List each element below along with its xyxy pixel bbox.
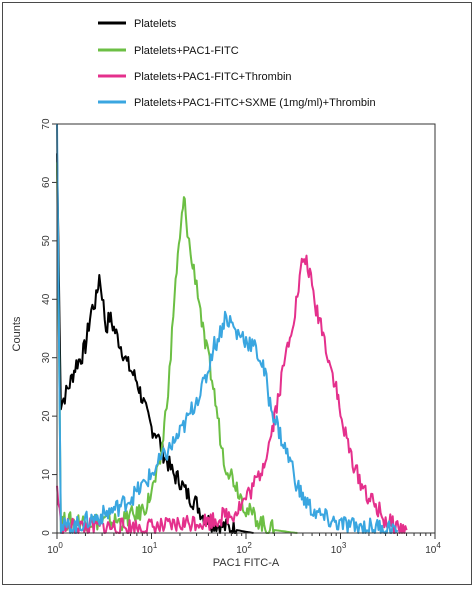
legend-label: Platelets+PAC1-FITC — [134, 45, 239, 57]
axes: 0 10 20 30 40 50 60 70 100 101 102 103 104 — [41, 118, 441, 556]
figure-frame — [2, 2, 472, 585]
y-axis-title: Counts — [11, 316, 23, 351]
series-line — [56, 123, 399, 534]
y-tick-label: 70 — [41, 118, 52, 130]
y-tick-label: 10 — [41, 469, 52, 481]
y-tick-label: 60 — [41, 176, 52, 188]
plot-area-border — [56, 123, 436, 534]
y-tick-label: 20 — [41, 410, 52, 422]
x-tick-label: 100 — [47, 541, 63, 556]
legend: Platelets Platelets+PAC1-FITC Platelets+PA… — [98, 18, 376, 109]
series-line — [56, 153, 254, 534]
x-tick-label: 101 — [142, 541, 158, 556]
y-tick-label: 30 — [41, 352, 52, 364]
x-tick-label: 102 — [236, 541, 252, 556]
x-axis-title: PAC1 FITC-A — [213, 557, 280, 569]
legend-label: Platelets+PAC1-FITC+SXME (1mg/ml)+Thromb… — [134, 97, 376, 109]
series-line — [56, 254, 408, 534]
y-tick-label: 0 — [41, 530, 52, 536]
x-tick-label: 104 — [425, 541, 441, 556]
x-tick-label: 103 — [331, 541, 347, 556]
legend-label: Platelets+PAC1-FITC+Thrombin — [134, 71, 292, 83]
plot-series — [56, 123, 408, 534]
series-line — [56, 162, 298, 534]
y-tick-label: 50 — [41, 235, 52, 247]
y-tick-label: 40 — [41, 293, 52, 305]
legend-label: Platelets — [134, 18, 177, 30]
